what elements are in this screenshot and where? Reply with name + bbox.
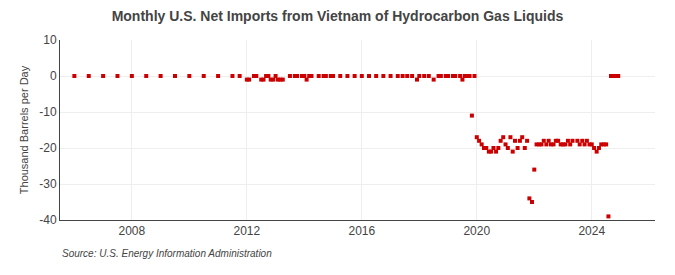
svg-text:2012: 2012 [233, 224, 260, 238]
svg-text:-40: -40 [39, 213, 57, 227]
svg-text:0: 0 [50, 69, 57, 83]
svg-text:Source: U.S. Energy Informatio: Source: U.S. Energy Information Administ… [62, 248, 272, 259]
svg-text:2024: 2024 [578, 224, 605, 238]
svg-text:-20: -20 [39, 141, 57, 155]
svg-text:-10: -10 [39, 105, 57, 119]
svg-text:2008: 2008 [119, 224, 146, 238]
svg-text:10: 10 [43, 33, 57, 47]
svg-text:-30: -30 [39, 177, 57, 191]
svg-text:2016: 2016 [348, 224, 375, 238]
svg-text:2020: 2020 [463, 224, 490, 238]
svg-text:Monthly U.S. Net Imports from: Monthly U.S. Net Imports from Vietnam of… [112, 8, 564, 24]
svg-text:Thousand Barrels per Day: Thousand Barrels per Day [18, 65, 30, 194]
